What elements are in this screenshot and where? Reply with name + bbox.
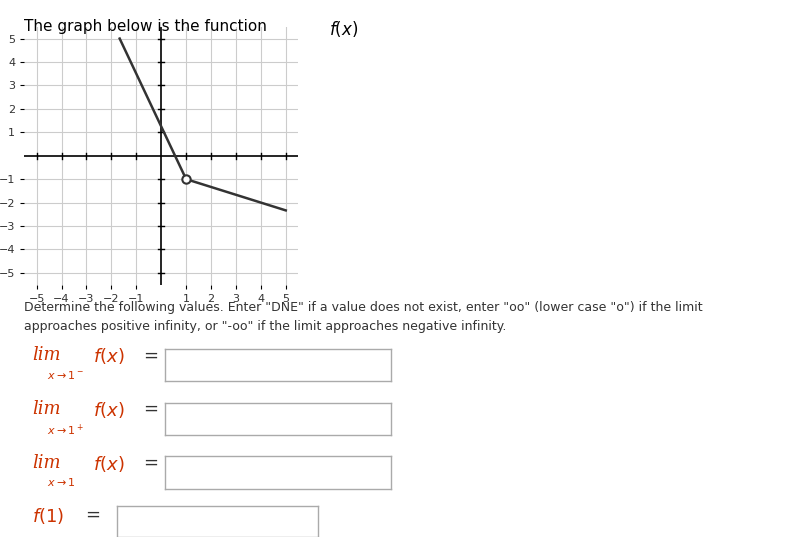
Text: $f(x)$: $f(x)$ [93,400,124,420]
Text: $f(x)$: $f(x)$ [93,346,124,366]
Text: $f(x)$: $f(x)$ [329,19,358,39]
Text: =: = [85,506,100,524]
Text: $f(x)$: $f(x)$ [93,454,124,474]
Text: lim: lim [32,346,61,365]
Text: Determine the following values. Enter "DNE" if a value does not exist, enter "oo: Determine the following values. Enter "D… [24,301,703,314]
Text: lim: lim [32,400,61,418]
Text: =: = [143,400,159,418]
Text: =: = [143,454,159,472]
Text: $x \to 1^-$: $x \to 1^-$ [47,369,84,381]
Text: approaches positive infinity, or "-oo" if the limit approaches negative infinity: approaches positive infinity, or "-oo" i… [24,320,506,332]
Text: $f(1)$: $f(1)$ [32,506,64,526]
Text: lim: lim [32,454,61,472]
Text: $x \to 1$: $x \to 1$ [47,476,75,488]
Text: The graph below is the function: The graph below is the function [24,19,272,34]
Text: =: = [143,346,159,365]
Text: $x \to 1^+$: $x \to 1^+$ [47,423,84,438]
